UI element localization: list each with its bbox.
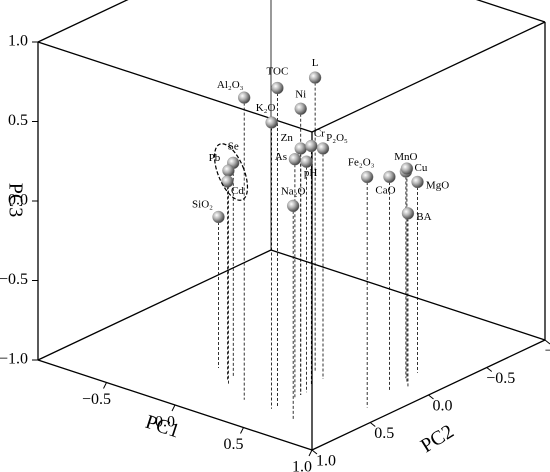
- y-tick-label: −1.0: [544, 343, 550, 360]
- point-label: MnO: [394, 151, 417, 163]
- point: [400, 162, 414, 175]
- box-edge: [37, 249, 272, 361]
- point: [287, 199, 300, 213]
- point: [238, 91, 251, 104]
- point: [316, 142, 330, 155]
- box-edge: [37, 41, 313, 133]
- point-label: SiO₂: [192, 198, 213, 210]
- point-label: Se: [228, 140, 239, 152]
- point-label: P₂O₅: [326, 132, 348, 144]
- point-label: L: [312, 57, 319, 69]
- y-tick-label: −0.5: [486, 370, 515, 387]
- y-tick: [369, 422, 376, 427]
- x-tick: [103, 382, 107, 389]
- point-label: MgO: [426, 179, 449, 191]
- x-tick: [171, 404, 176, 412]
- point: [294, 102, 307, 115]
- y-tick-label: 0.5: [374, 425, 394, 442]
- z-tick-label: 1.0: [8, 33, 28, 50]
- box-edge: [37, 0, 129, 43]
- point: [308, 71, 322, 84]
- point: [294, 142, 307, 155]
- point-label: Fe₂O₃: [348, 156, 375, 168]
- point: [361, 170, 374, 184]
- point: [305, 139, 318, 153]
- point: [212, 210, 225, 224]
- point: [221, 175, 234, 188]
- y-tick: [544, 339, 550, 345]
- point-label: Ni: [295, 88, 306, 100]
- x-tick: [308, 449, 313, 457]
- point-label: Na₂O: [281, 185, 306, 197]
- z-tick-label: 0.0: [8, 192, 28, 209]
- point-label: pH: [304, 167, 318, 179]
- point-label: Cu: [415, 162, 428, 174]
- y-tick: [428, 394, 434, 400]
- point-label: CaO: [375, 184, 395, 196]
- x-tick-label: 1.0: [292, 459, 312, 472]
- point: [265, 116, 278, 129]
- point-label: TOC: [267, 66, 289, 78]
- point: [300, 155, 313, 168]
- x-tick-label: 0.0: [155, 414, 175, 431]
- point-label: As: [275, 151, 287, 163]
- point: [383, 170, 396, 184]
- point: [288, 153, 302, 166]
- x-tick-label: 0.5: [224, 436, 244, 453]
- z-tick-label: −1.0: [0, 351, 28, 368]
- y-tick: [486, 367, 493, 372]
- point: [222, 164, 235, 177]
- point: [401, 207, 415, 220]
- z-tick-label: −0.5: [0, 271, 28, 288]
- point-label: Zn: [281, 132, 294, 144]
- y-tick-label: 0.0: [433, 398, 453, 415]
- point-label: K₂O: [256, 102, 276, 114]
- point: [411, 175, 424, 189]
- y-tick-label: 1.0: [316, 453, 336, 470]
- point-label: Al₂O₃: [217, 79, 244, 91]
- box-edge: [475, 0, 546, 23]
- y-tick: [311, 449, 318, 455]
- z-axis-title: PC3: [4, 183, 26, 217]
- point: [271, 81, 284, 95]
- y-axis-title: PC2: [417, 420, 458, 457]
- point-label: Cd: [231, 185, 244, 197]
- box-edge: [311, 21, 546, 133]
- cluster-outline: [213, 143, 249, 201]
- point-label: Pb: [209, 152, 221, 164]
- point-label: Cr: [314, 128, 325, 140]
- x-tick-label: −0.5: [82, 391, 111, 408]
- x-tick: [240, 427, 244, 434]
- point-label: BA: [416, 211, 431, 223]
- z-tick-label: 0.5: [8, 112, 28, 129]
